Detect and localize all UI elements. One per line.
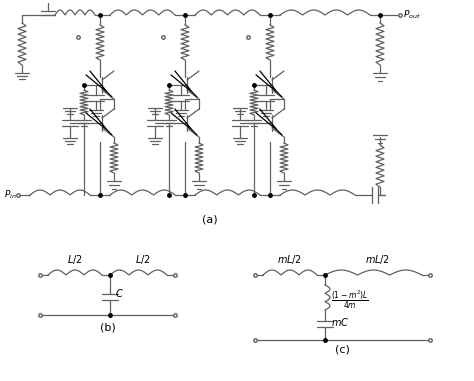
Text: $L/2$: $L/2$ — [135, 253, 150, 266]
Text: $mC$: $mC$ — [331, 316, 349, 328]
Text: $C$: $C$ — [115, 287, 124, 299]
Text: $P_{out}$: $P_{out}$ — [403, 9, 421, 21]
Text: $L/2$: $L/2$ — [67, 253, 83, 266]
Text: $P_{in}$: $P_{in}$ — [4, 189, 17, 201]
Text: (b): (b) — [100, 322, 115, 332]
Text: $mL/2$: $mL/2$ — [365, 253, 390, 266]
Text: $\dfrac{(1-m^2)L}{4m}$: $\dfrac{(1-m^2)L}{4m}$ — [331, 288, 368, 311]
Text: $mL/2$: $mL/2$ — [277, 253, 302, 266]
Text: (a): (a) — [202, 215, 218, 225]
Text: (c): (c) — [335, 345, 350, 355]
